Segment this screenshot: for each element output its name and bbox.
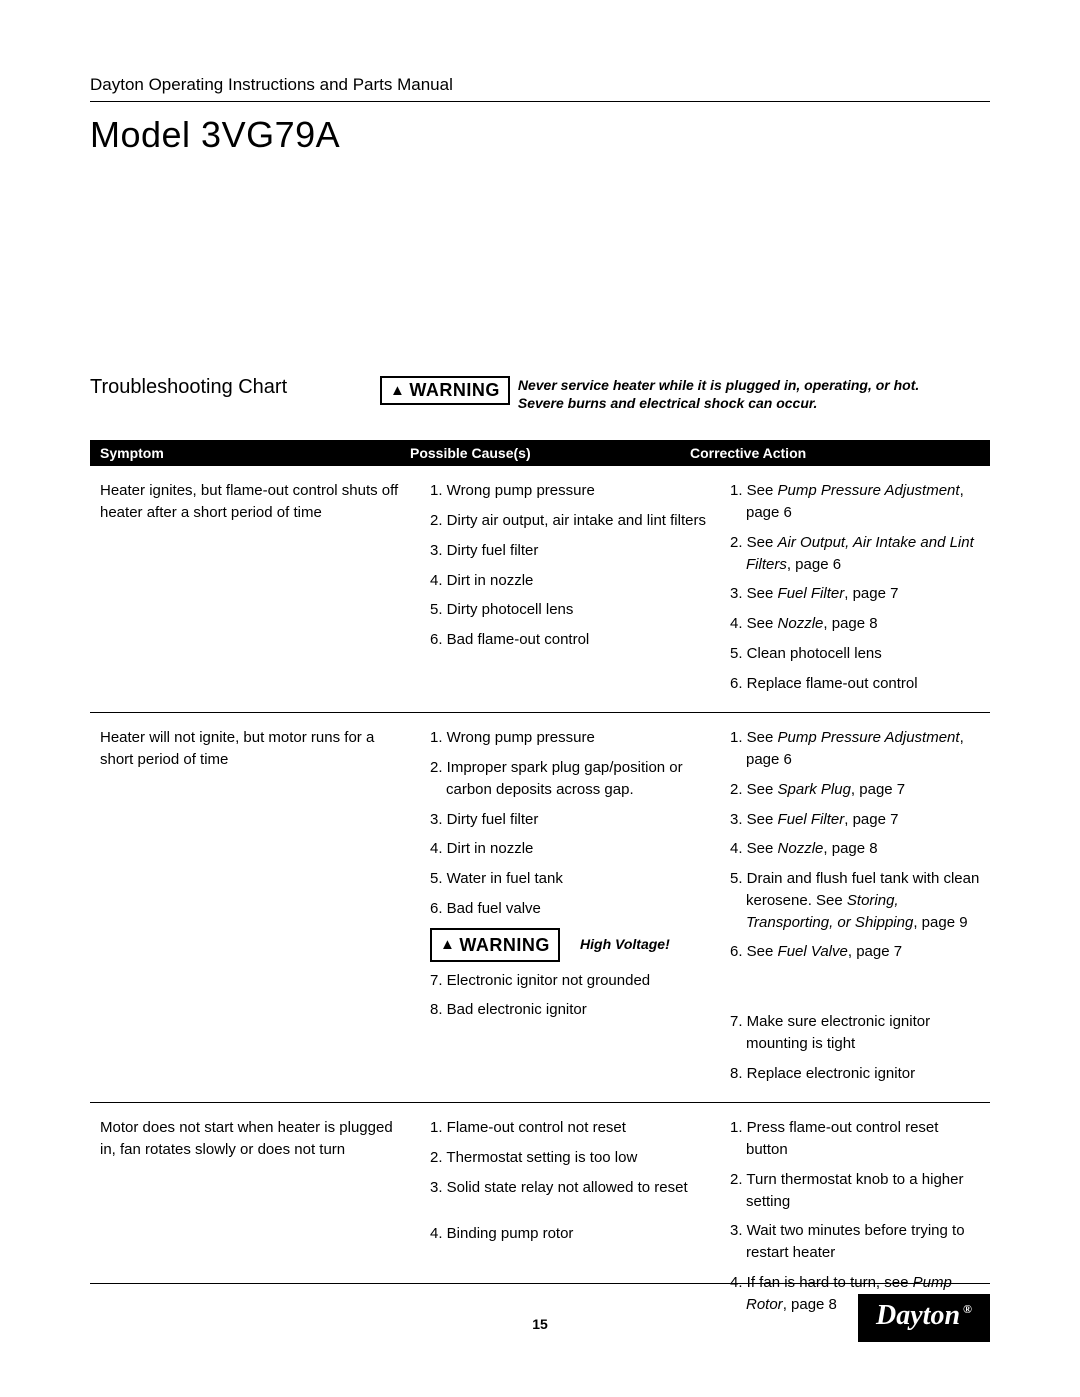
inline-warning-text: High Voltage!	[580, 936, 670, 952]
action-item: 4. See Nozzle, page 8	[730, 613, 980, 635]
cause-item: 4. Binding pump rotor	[430, 1223, 710, 1245]
registered-mark-icon: ®	[963, 1302, 972, 1317]
warning-block: ▲ WARNING Never service heater while it …	[380, 376, 919, 412]
cause-item: 1. Flame-out control not reset	[430, 1117, 710, 1139]
section-header-row: Troubleshooting Chart ▲ WARNING Never se…	[90, 376, 990, 412]
footer-rule	[90, 1283, 990, 1284]
cause-item: 8. Bad electronic ignitor	[430, 999, 710, 1021]
action-item: 2. Turn thermostat knob to a higher sett…	[730, 1169, 980, 1213]
troubleshooting-table: Symptom Possible Cause(s) Corrective Act…	[90, 440, 990, 1323]
action-item: 5. Drain and flush fuel tank with clean …	[730, 868, 980, 933]
cause-item: 3. Dirty fuel filter	[430, 809, 710, 831]
table-row: Heater ignites, but flame-out control sh…	[90, 466, 990, 702]
th-causes: Possible Cause(s)	[410, 445, 690, 461]
warning-text-line2: Severe burns and electrical shock can oc…	[518, 395, 818, 411]
manual-title: Dayton Operating Instructions and Parts …	[90, 75, 990, 95]
cause-item: 2. Improper spark plug gap/position or c…	[430, 757, 710, 801]
section-title: Troubleshooting Chart	[90, 376, 380, 399]
inline-warning: ▲ WARNING High Voltage!	[430, 928, 710, 962]
warning-badge: ▲ WARNING	[380, 376, 510, 405]
action-item: 3. See Fuel Filter, page 7	[730, 583, 980, 605]
action-cell: 1. See Pump Pressure Adjustment, page 6 …	[730, 480, 980, 702]
cause-item: 1. Wrong pump pressure	[430, 727, 710, 749]
th-action: Corrective Action	[690, 445, 980, 461]
cause-item: 2. Dirty air output, air intake and lint…	[430, 510, 710, 532]
cause-item: 6. Bad fuel valve	[430, 898, 710, 920]
action-item: 6. Replace flame-out control	[730, 673, 980, 695]
brand-name: Dayton	[876, 1300, 960, 1332]
brand-logo: Dayton ®	[858, 1294, 990, 1342]
warning-label: WARNING	[459, 932, 550, 958]
cause-item: 1. Wrong pump pressure	[430, 480, 710, 502]
th-symptom: Symptom	[100, 445, 410, 461]
action-item: 3. Wait two minutes before trying to res…	[730, 1220, 980, 1264]
causes-cell: 1. Flame-out control not reset 2. Thermo…	[430, 1117, 730, 1323]
cause-item: 3. Dirty fuel filter	[430, 540, 710, 562]
action-cell: 1. Press flame-out control reset button …	[730, 1117, 980, 1323]
action-item: 2. See Air Output, Air Intake and Lint F…	[730, 532, 980, 576]
action-item: 1. Press flame-out control reset button	[730, 1117, 980, 1161]
action-item: 1. See Pump Pressure Adjustment, page 6	[730, 480, 980, 524]
symptom-cell: Motor does not start when heater is plug…	[100, 1117, 430, 1323]
action-item: 2. See Spark Plug, page 7	[730, 779, 980, 801]
causes-cell: 1. Wrong pump pressure 2. Dirty air outp…	[430, 480, 730, 702]
warning-text: Never service heater while it is plugged…	[518, 376, 919, 412]
warning-text-line1: Never service heater while it is plugged…	[518, 377, 919, 393]
symptom-cell: Heater will not ignite, but motor runs f…	[100, 727, 430, 1092]
header-rule	[90, 101, 990, 102]
causes-cell: 1. Wrong pump pressure 2. Improper spark…	[430, 727, 730, 1092]
cause-item: 5. Water in fuel tank	[430, 868, 710, 890]
table-header-row: Symptom Possible Cause(s) Corrective Act…	[90, 440, 990, 466]
warning-triangle-icon: ▲	[390, 382, 405, 399]
table-row: Motor does not start when heater is plug…	[90, 1103, 990, 1323]
action-item: 6. See Fuel Valve, page 7	[730, 941, 980, 963]
spacer	[730, 971, 980, 1003]
action-item: 8. Replace electronic ignitor	[730, 1063, 980, 1085]
cause-item: 7. Electronic ignitor not grounded	[430, 970, 710, 992]
cause-item: 2. Thermostat setting is too low	[430, 1147, 710, 1169]
cause-item: 4. Dirt in nozzle	[430, 570, 710, 592]
action-item: 7. Make sure electronic ignitor mounting…	[730, 1011, 980, 1055]
warning-triangle-icon: ▲	[440, 934, 455, 956]
symptom-cell: Heater ignites, but flame-out control sh…	[100, 480, 430, 702]
action-item: 5. Clean photocell lens	[730, 643, 980, 665]
action-item: 1. See Pump Pressure Adjustment, page 6	[730, 727, 980, 771]
cause-item: 5. Dirty photocell lens	[430, 599, 710, 621]
action-item: 4. See Nozzle, page 8	[730, 838, 980, 860]
cause-item: 4. Dirt in nozzle	[430, 838, 710, 860]
action-item: 3. See Fuel Filter, page 7	[730, 809, 980, 831]
cause-item: 3. Solid state relay not allowed to rese…	[430, 1177, 710, 1199]
cause-item: 6. Bad flame-out control	[430, 629, 710, 651]
action-cell: 1. See Pump Pressure Adjustment, page 6 …	[730, 727, 980, 1092]
model-title: Model 3VG79A	[90, 114, 990, 156]
warning-badge: ▲ WARNING	[430, 928, 560, 962]
warning-label: WARNING	[409, 380, 500, 401]
table-row: Heater will not ignite, but motor runs f…	[90, 713, 990, 1092]
page: Dayton Operating Instructions and Parts …	[0, 0, 1080, 1397]
